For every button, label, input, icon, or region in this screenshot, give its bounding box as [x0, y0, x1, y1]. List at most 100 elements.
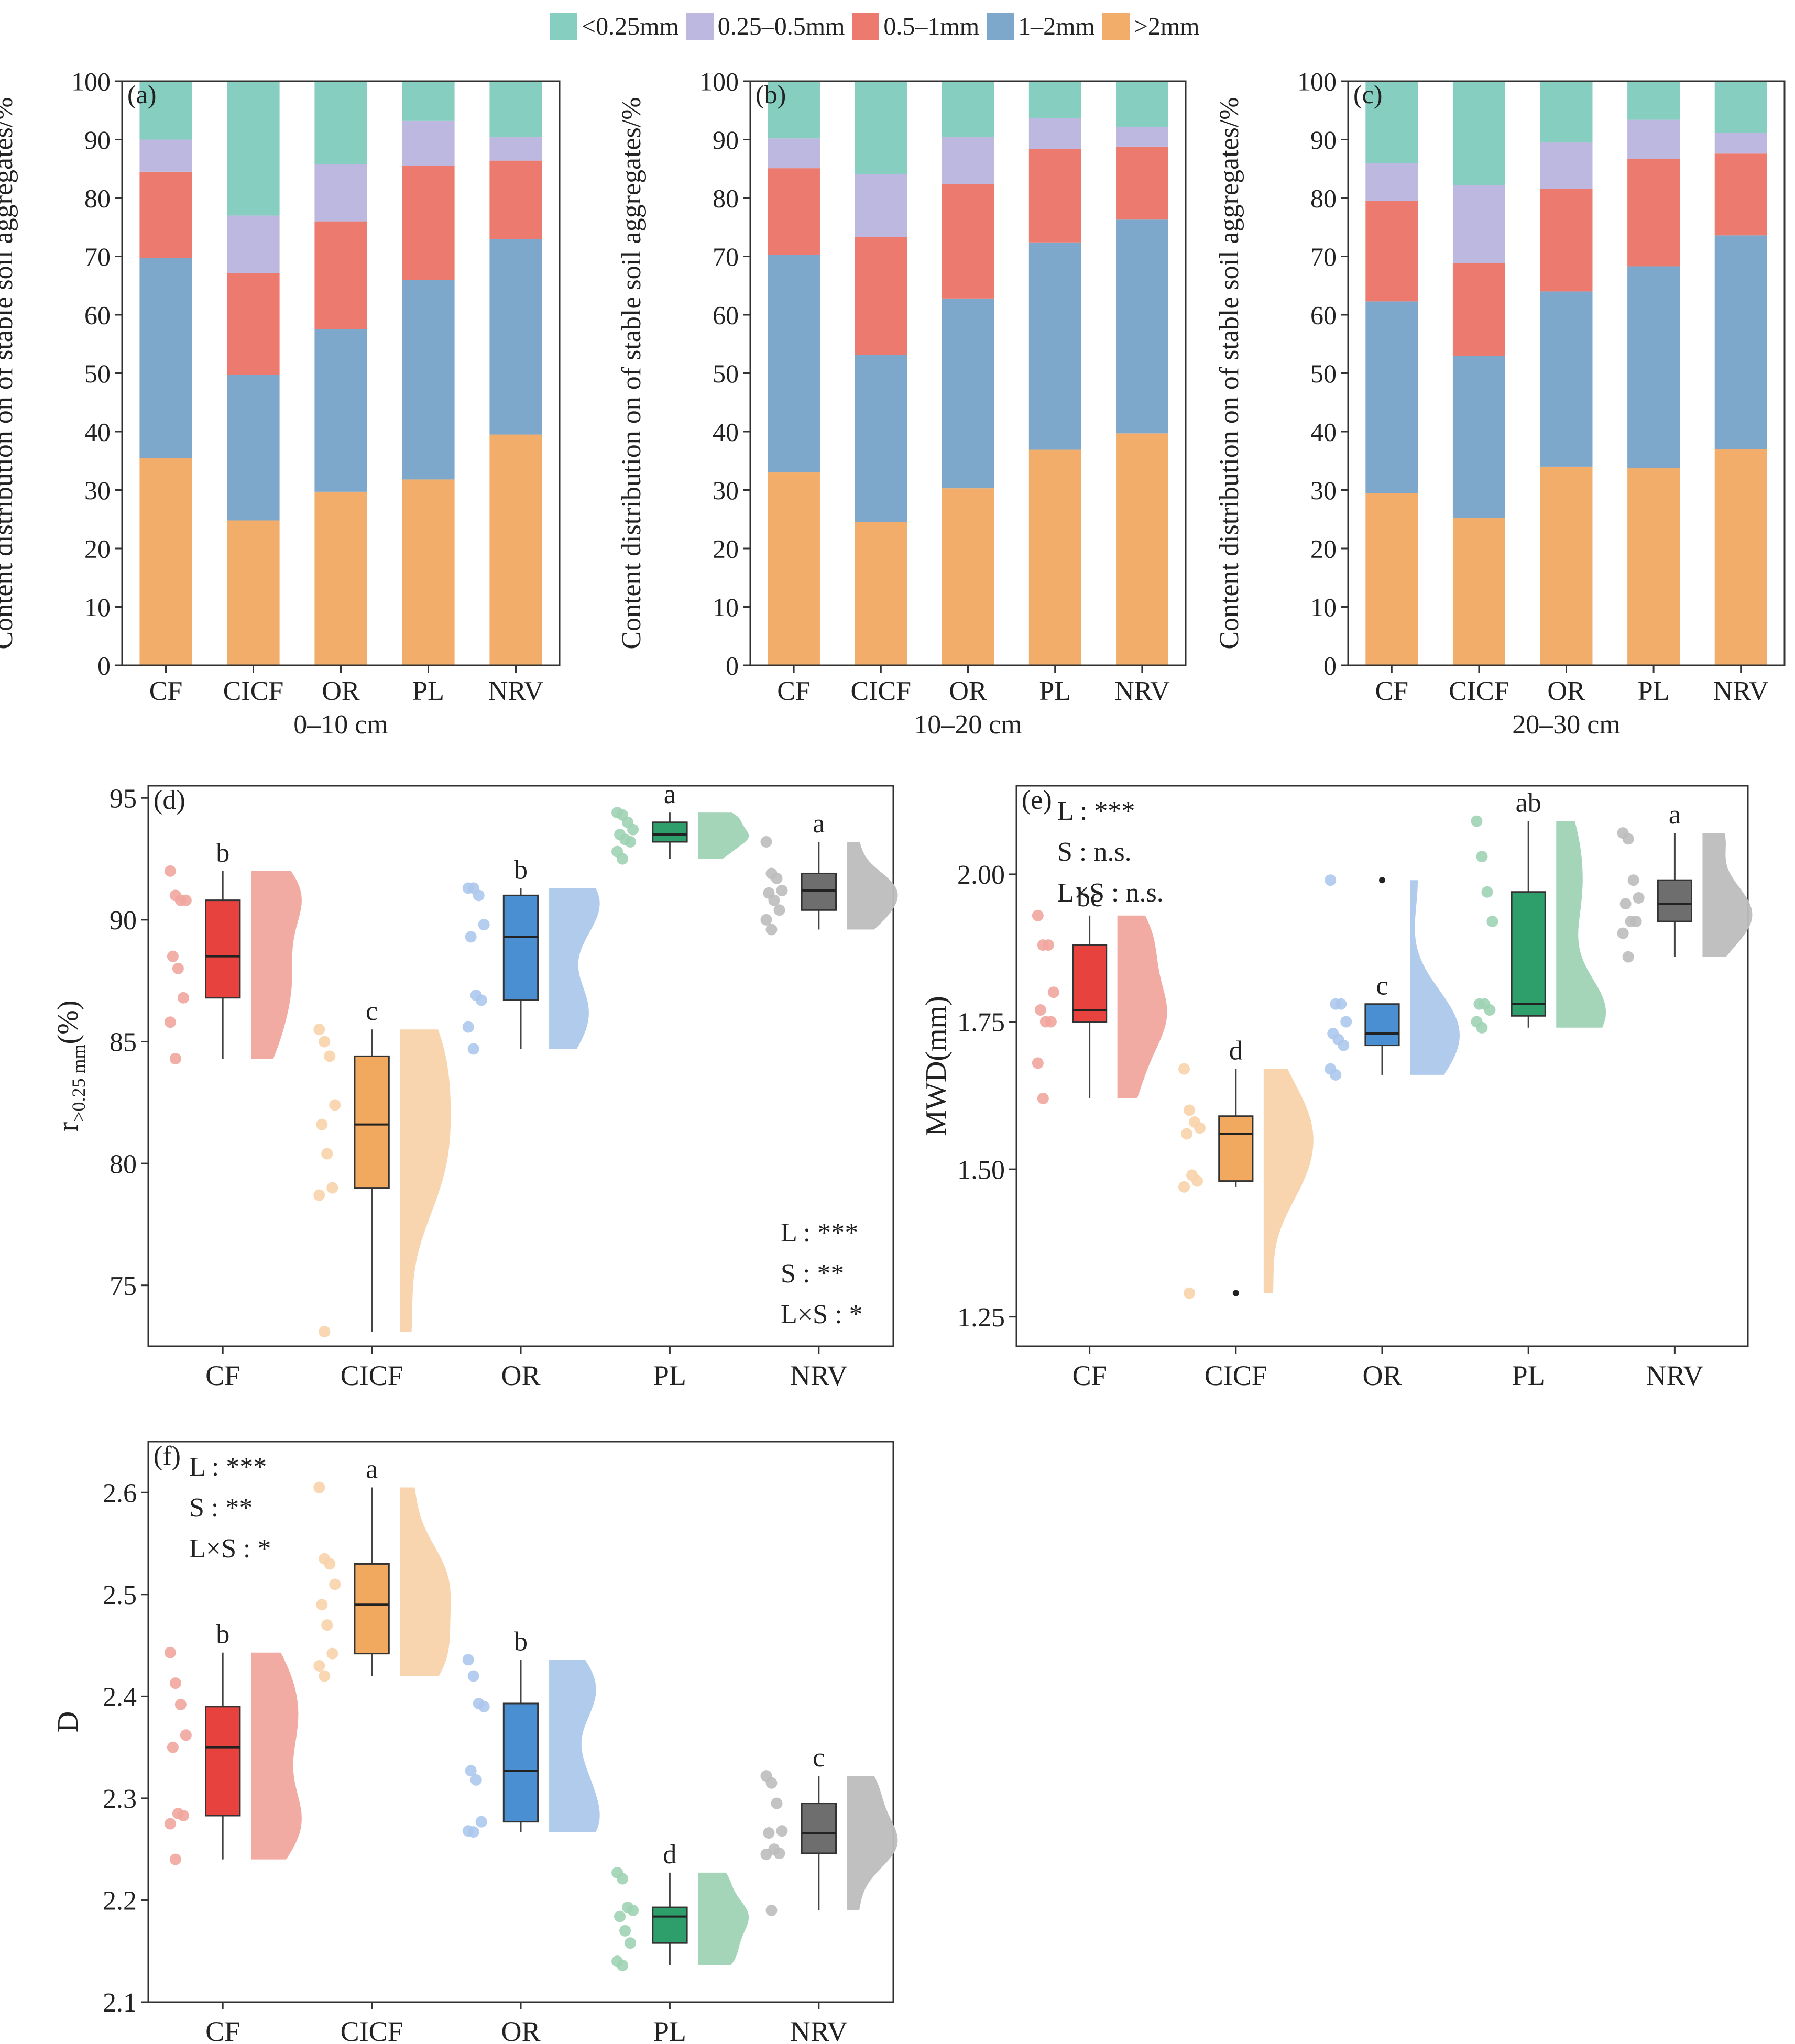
stats-annotation: S : **	[781, 1259, 844, 1289]
data-point	[625, 1937, 637, 1949]
legend-label: <0.25mm	[582, 12, 679, 40]
y-tick-label: 2.5	[103, 1580, 137, 1610]
x-tick-label: CF	[149, 676, 183, 706]
data-point	[167, 950, 179, 962]
data-point	[773, 1847, 785, 1859]
legend-label: >2mm	[1133, 12, 1200, 40]
legend-item-lt025: <0.25mm	[550, 12, 679, 41]
bar-segment-p05_1	[1714, 153, 1767, 236]
y-tick-label: 90	[110, 906, 137, 936]
bar-segment-p1_2	[855, 355, 907, 522]
violin-half	[1410, 880, 1460, 1075]
x-tick-label: CF	[1072, 1360, 1107, 1391]
bar-segment-lt025	[942, 81, 994, 138]
data-point	[177, 992, 189, 1004]
data-point	[462, 1654, 474, 1666]
legend-label: 1–2mm	[1018, 12, 1095, 40]
bar-segment-gt2	[1452, 518, 1505, 665]
x-axis-title: 10–20 cm	[914, 710, 1022, 740]
outlier-point	[1379, 877, 1385, 884]
data-point	[316, 1599, 328, 1611]
data-point	[475, 994, 487, 1006]
x-tick-label: CICF	[223, 676, 284, 706]
data-point	[1630, 916, 1642, 928]
bar-segment-lt025	[1714, 81, 1767, 133]
bar-segment-p05_1	[1028, 149, 1081, 243]
legend: <0.25mm 0.25–0.5mm 0.5–1mm 1–2mm >2mm	[550, 5, 1207, 47]
significance-letter: c	[1376, 971, 1388, 1001]
box	[204, 899, 241, 999]
data-point	[467, 1826, 479, 1838]
data-point	[1184, 1104, 1196, 1116]
bar-segment-gt2	[1365, 493, 1418, 665]
y-tick-label: 40	[84, 417, 111, 447]
y-tick-label: 90	[713, 125, 739, 155]
data-point	[1045, 1016, 1057, 1028]
y-tick-label: 30	[1310, 476, 1337, 505]
violin-half	[847, 842, 898, 930]
data-point	[319, 1670, 331, 1682]
data-point	[1622, 951, 1634, 963]
bar-segment-gt2	[942, 488, 994, 665]
y-tick-label: 2.4	[103, 1683, 137, 1712]
bar-segment-p025_05	[942, 137, 994, 184]
significance-letter: b	[216, 1620, 229, 1650]
x-tick-label: OR	[949, 676, 987, 706]
bar-segment-lt025	[855, 81, 907, 174]
data-point	[316, 1118, 328, 1130]
bar-segment-p05_1	[402, 166, 455, 280]
bar-segment-lt025	[1627, 81, 1680, 120]
y-axis-title: Content distribution on of stable soil a…	[617, 97, 647, 649]
data-point	[617, 1959, 629, 1971]
y-axis-title: MWD(mm)	[920, 996, 953, 1136]
y-tick-label: 100	[699, 67, 739, 96]
data-point	[1178, 1181, 1190, 1193]
bar-segment-gt2	[139, 458, 192, 665]
violin-half	[400, 1487, 451, 1676]
data-point	[467, 1043, 479, 1055]
data-point	[765, 1777, 778, 1789]
bar-segment-p05_1	[1627, 159, 1680, 267]
bar-segment-p1_2	[1714, 235, 1767, 449]
significance-letter: a	[664, 779, 676, 809]
y-tick-label: 60	[713, 301, 739, 330]
data-point	[321, 1148, 333, 1160]
x-tick-label: PL	[1512, 1360, 1545, 1391]
bar-segment-p025_05	[1365, 163, 1418, 201]
violin-half	[549, 888, 600, 1049]
data-point	[619, 1925, 631, 1937]
y-tick-label: 1.25	[957, 1303, 1005, 1333]
box	[801, 1803, 837, 1854]
x-tick-label: CICF	[1205, 1360, 1267, 1391]
data-point	[1619, 898, 1632, 910]
significance-letter: b	[514, 855, 528, 885]
bar-segment-p1_2	[314, 329, 367, 492]
data-point	[167, 1741, 179, 1753]
y-tick-label: 60	[1310, 301, 1337, 330]
data-point	[1191, 1175, 1203, 1187]
bar-segment-p05_1	[1365, 201, 1418, 302]
data-point	[1338, 1039, 1350, 1051]
data-point	[1476, 851, 1488, 863]
box	[652, 1906, 688, 1944]
data-point	[760, 914, 772, 926]
data-point	[326, 1182, 338, 1194]
bar-segment-p05_1	[942, 184, 994, 299]
bar-segment-p05_1	[489, 160, 542, 239]
legend-swatch-icon	[987, 13, 1014, 40]
bar-segment-p025_05	[314, 164, 367, 222]
data-point	[172, 962, 184, 974]
bar-segment-lt025	[314, 81, 367, 164]
y-axis-title: Content distribution on of stable soil a…	[1214, 97, 1244, 649]
box	[354, 1055, 390, 1189]
legend-swatch-icon	[1102, 13, 1130, 40]
violin-half	[400, 1029, 451, 1332]
bar-segment-p025_05	[1627, 119, 1680, 159]
bar-segment-p05_1	[768, 168, 820, 255]
y-tick-label: 100	[1297, 67, 1337, 96]
bar-segment-p025_05	[139, 139, 192, 172]
violin-half	[847, 1776, 898, 1910]
y-tick-label: 90	[1310, 125, 1337, 155]
significance-letter: c	[366, 996, 378, 1026]
